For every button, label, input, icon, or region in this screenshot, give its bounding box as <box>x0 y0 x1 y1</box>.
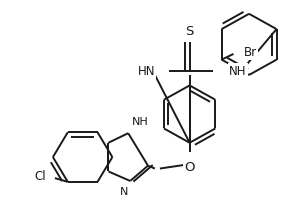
Text: O: O <box>184 161 195 174</box>
Text: Br: Br <box>243 46 257 59</box>
Text: N: N <box>120 187 128 197</box>
Text: HN: HN <box>138 65 155 78</box>
Text: Cl: Cl <box>34 170 46 183</box>
Text: S: S <box>185 25 194 38</box>
Text: NH: NH <box>229 65 247 78</box>
Text: NH: NH <box>132 117 149 128</box>
